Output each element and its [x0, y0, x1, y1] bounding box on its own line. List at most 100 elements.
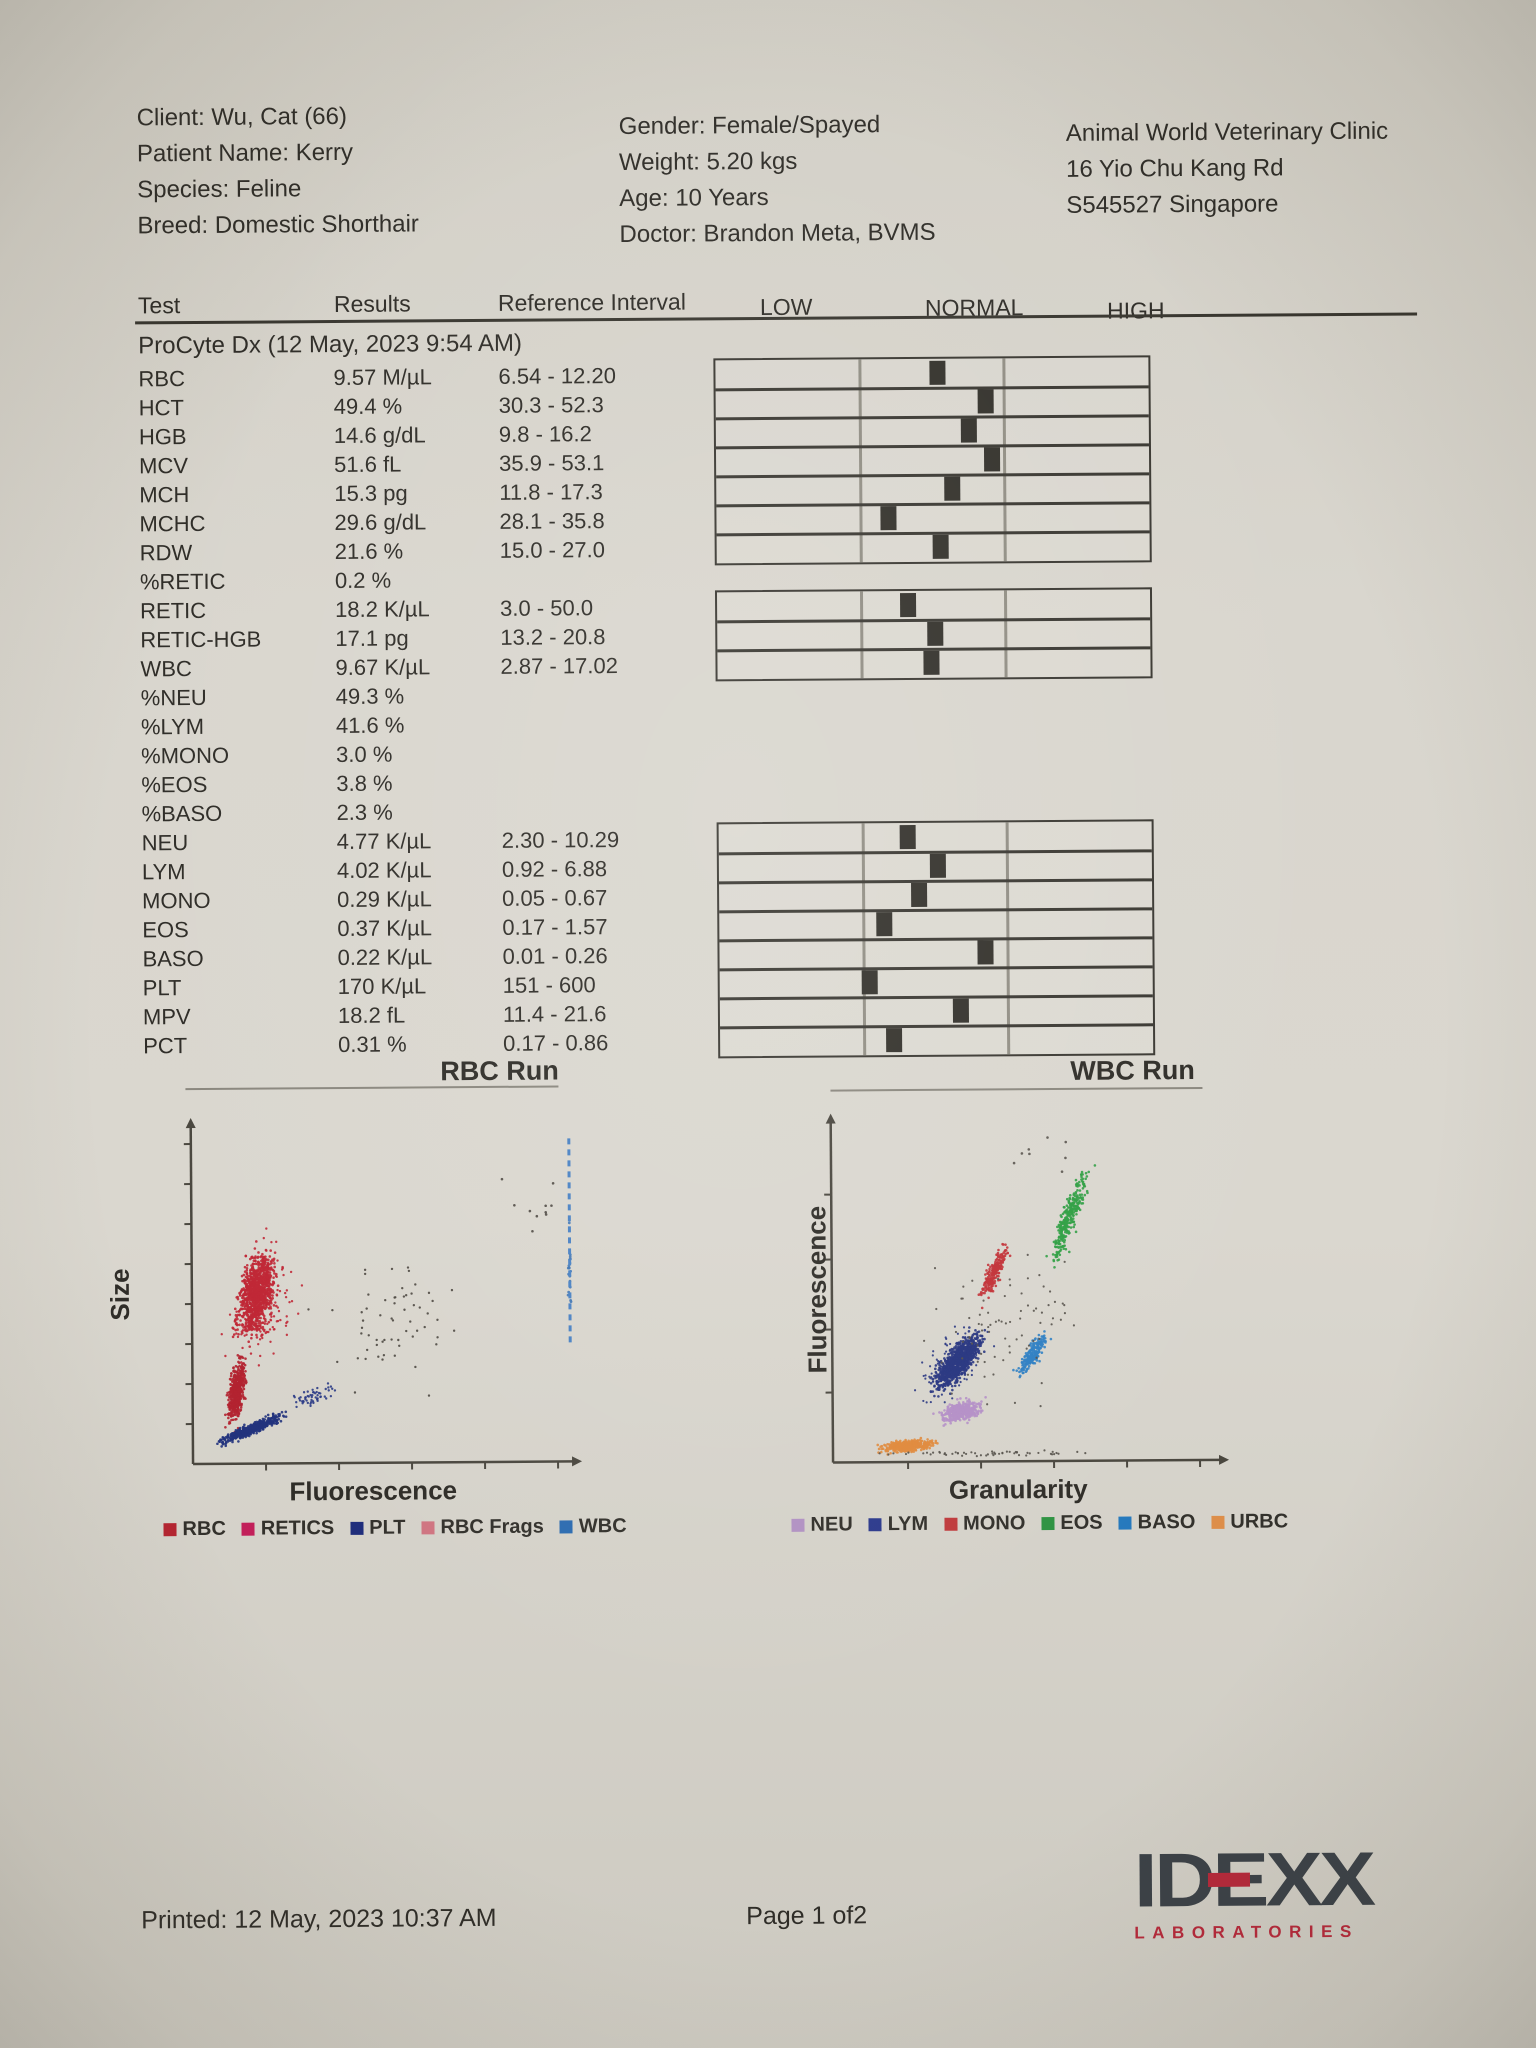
legend-swatch: [1041, 1517, 1055, 1531]
idexx-logo-wordmark: IDEXX: [1133, 1836, 1373, 1924]
reference-interval: 0.17 - 1.57: [502, 914, 608, 940]
legend-swatch: [1211, 1515, 1225, 1529]
result-value: 41.6 %: [335, 712, 405, 739]
legend-item-rbc: RBC: [163, 1518, 226, 1541]
legend-label: RETICS: [260, 1517, 335, 1540]
gender-line: Gender: Female/Spayed: [618, 111, 881, 141]
result-value: 9.67 K/µL: [335, 654, 431, 681]
result-value: 4.77 K/µL: [336, 828, 432, 855]
rbc-run-title-rule: [185, 1085, 559, 1091]
test-name: MCHC: [139, 510, 206, 537]
clinic-city: S545527 Singapore: [1066, 190, 1279, 219]
legend-item-eos: EOS: [1041, 1512, 1103, 1535]
grid-row-line: [719, 906, 1153, 913]
reference-interval: 11.8 - 17.3: [499, 479, 603, 505]
result-marker-rdw: [932, 534, 949, 559]
cluster-rbc: [220, 1227, 304, 1378]
legend-item-wbc: WBC: [559, 1515, 627, 1538]
legend-label: NEU: [810, 1513, 853, 1536]
cluster-debris: [1012, 1136, 1068, 1173]
column-header-reference-interval: Reference Interval: [497, 288, 686, 316]
result-value: 29.6 g/dL: [334, 509, 427, 536]
result-value: 9.57 M/µL: [333, 364, 432, 391]
result-marker-mchc: [880, 506, 897, 531]
rbc-run-plot: RBC Run Size Fluorescence RBC RETICS PLT RB…: [100, 1055, 674, 1591]
result-marker-baso: [976, 940, 994, 965]
idexx-logo-red-bar: [1207, 1872, 1251, 1887]
rbc-run-legend: RBC RETICS PLT RBC Frags WBC: [163, 1515, 642, 1541]
reference-interval: 3.0 - 50.0: [500, 595, 594, 621]
legend-swatch: [868, 1518, 882, 1532]
column-header-test: Test: [137, 292, 181, 319]
reference-interval: 0.05 - 0.67: [502, 885, 608, 911]
legend-swatch: [791, 1518, 805, 1532]
legend-item-neu: NEU: [791, 1513, 853, 1536]
result-value: 170 K/µL: [337, 973, 427, 1000]
wbc-run-scatter: [824, 1113, 1230, 1470]
grid-row-line: [716, 471, 1150, 478]
page-number: Page 1 of2: [746, 1901, 868, 1931]
result-value: 0.22 K/µL: [337, 944, 433, 971]
cluster-debris: [923, 1253, 1076, 1408]
result-value: 0.2 %: [334, 567, 392, 594]
range-grid-group-2: [714, 587, 1153, 682]
result-marker-retic: [899, 592, 917, 618]
reference-interval: 0.17 - 0.86: [503, 1030, 609, 1056]
result-value: 18.2 fL: [337, 1002, 406, 1029]
column-header-results: Results: [333, 290, 411, 318]
result-value: 0.31 %: [338, 1031, 407, 1058]
test-name: %BASO: [141, 800, 223, 827]
reference-interval: 13.2 - 20.8: [500, 624, 606, 650]
cluster-plt: [216, 1410, 288, 1448]
cluster-rbc: [224, 1354, 248, 1434]
legend-swatch: [944, 1517, 958, 1531]
patient-name-line: Patient Name: Kerry: [136, 138, 354, 168]
legend-label: LYM: [887, 1512, 929, 1536]
result-marker-lym: [930, 853, 947, 878]
reference-interval: 9.8 - 16.2: [498, 421, 592, 447]
test-name: %MONO: [141, 742, 230, 769]
grid-row-line: [715, 384, 1149, 391]
test-name: HCT: [138, 395, 184, 421]
normal-high-divider: [1004, 590, 1008, 678]
result-marker-pct: [885, 1028, 902, 1053]
cluster-neu: [932, 1395, 987, 1427]
reference-interval: 2.30 - 10.29: [501, 827, 620, 853]
reference-interval: 28.1 - 35.8: [499, 508, 605, 534]
result-marker-mcv: [984, 447, 1001, 472]
cluster-baso: [1012, 1330, 1053, 1379]
cluster-debris: [878, 1449, 1087, 1458]
reference-interval: 151 - 600: [502, 972, 596, 998]
reference-interval: 6.54 - 12.20: [498, 363, 616, 389]
result-value: 49.4 %: [333, 393, 403, 420]
test-name: HGB: [138, 424, 187, 450]
wbc-run-title: WBC Run: [1070, 1055, 1195, 1086]
legend-item-retics: RETICS: [241, 1517, 335, 1541]
reference-interval: 11.4 - 21.6: [502, 1001, 607, 1027]
analyzer-section-title: ProCyte Dx (12 May, 2023 9:54 AM): [138, 329, 523, 360]
result-marker-rbc: [928, 360, 946, 385]
reference-interval: 0.92 - 6.88: [501, 856, 608, 882]
wbc-run-plot: WBC Run Fluorescence Granularity NEU LYM M…: [760, 1052, 1334, 1586]
result-marker-retic-hgb: [927, 621, 944, 646]
printed-timestamp: Printed: 12 May, 2023 10:37 AM: [141, 1903, 497, 1935]
legend-label: PLT: [369, 1516, 406, 1539]
range-grid-group-3: [716, 819, 1156, 1059]
test-name: WBC: [140, 656, 192, 682]
legend-item-urbc: URBC: [1211, 1510, 1288, 1534]
test-name: LYM: [141, 859, 186, 885]
legend-item-mono: MONO: [944, 1512, 1025, 1536]
test-name: PCT: [143, 1033, 188, 1059]
test-name: RETIC: [140, 597, 207, 624]
test-name: RBC: [138, 366, 186, 392]
reference-interval: 35.9 - 53.1: [498, 450, 605, 476]
legend-item-baso: BASO: [1118, 1511, 1196, 1535]
legend-item-plt: PLT: [350, 1516, 406, 1540]
clinic-name: Animal World Veterinary Clinic: [1065, 117, 1389, 147]
test-name: BASO: [142, 945, 204, 972]
result-marker-plt: [862, 970, 879, 995]
rbc-run-title: RBC Run: [440, 1055, 559, 1087]
client-line: Client: Wu, Cat (66): [136, 102, 348, 132]
result-value: 51.6 fL: [333, 451, 402, 478]
